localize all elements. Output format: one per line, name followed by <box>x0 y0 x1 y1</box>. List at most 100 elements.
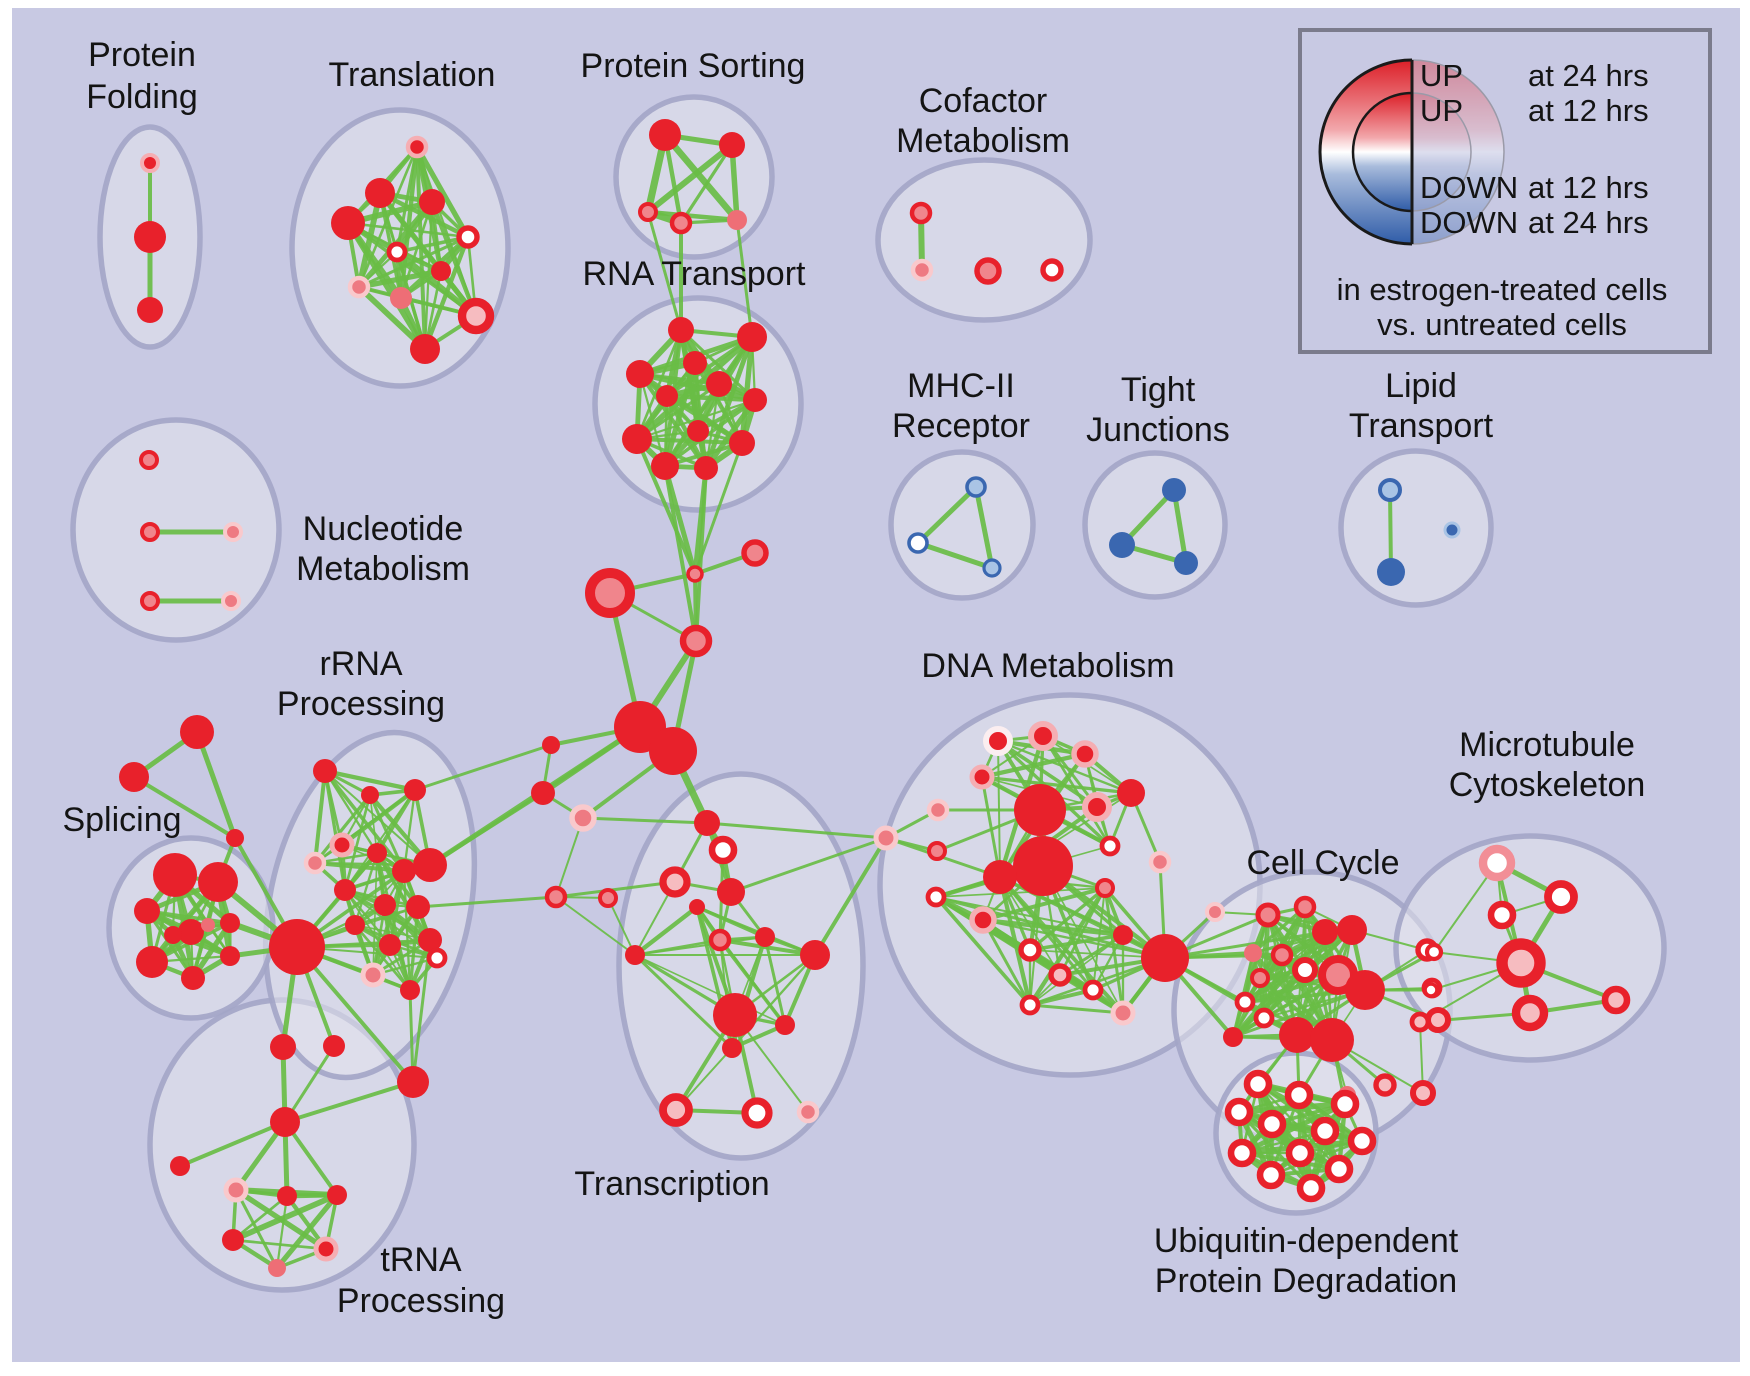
node-rt7[interactable] <box>656 385 678 407</box>
node-m19[interactable] <box>1018 938 1042 962</box>
node-mh2[interactable] <box>907 532 929 554</box>
node-cf1[interactable] <box>909 201 933 225</box>
node-m7[interactable] <box>1082 792 1112 822</box>
node-as1[interactable] <box>180 715 214 749</box>
node-ub10[interactable] <box>1324 1154 1354 1184</box>
node-ps5[interactable] <box>727 210 747 230</box>
node-sp2[interactable] <box>198 862 238 902</box>
node-tr10[interactable] <box>457 297 495 335</box>
node-ps3[interactable] <box>638 202 658 222</box>
node-m13[interactable] <box>1099 835 1121 857</box>
node-m17[interactable] <box>1095 878 1115 898</box>
node-rr11[interactable] <box>406 895 430 919</box>
node-tn2[interactable] <box>277 1186 297 1206</box>
node-lp3[interactable] <box>1443 521 1461 539</box>
node-ub8[interactable] <box>1227 1138 1257 1168</box>
node-m6[interactable] <box>1117 779 1145 807</box>
node-cc9[interactable] <box>1345 970 1385 1010</box>
node-m23[interactable] <box>1110 1000 1136 1026</box>
node-cc6[interactable] <box>1270 943 1294 967</box>
node-nm4[interactable] <box>140 591 160 611</box>
node-m5[interactable] <box>926 798 950 822</box>
node-as2[interactable] <box>119 762 149 792</box>
node-mt4[interactable] <box>1496 938 1546 988</box>
node-lp2[interactable] <box>1377 558 1405 586</box>
node-mt1[interactable] <box>1478 844 1516 882</box>
node-ps1[interactable] <box>649 119 681 151</box>
node-tj3[interactable] <box>1174 551 1198 575</box>
node-cc0[interactable] <box>1205 902 1225 922</box>
node-cc12[interactable] <box>1253 1007 1275 1029</box>
node-b2[interactable] <box>531 781 555 805</box>
node-cc11[interactable] <box>1234 991 1256 1013</box>
node-ub6[interactable] <box>1310 1116 1340 1146</box>
node-nm1[interactable] <box>139 450 159 470</box>
node-cc4[interactable] <box>1337 915 1367 945</box>
node-rr14[interactable] <box>418 928 442 952</box>
node-cf2[interactable] <box>910 258 934 282</box>
node-cc20[interactable] <box>1373 1073 1397 1097</box>
node-rt12[interactable] <box>694 456 718 480</box>
node-m1[interactable] <box>983 726 1013 756</box>
node-cc1[interactable] <box>1255 902 1281 928</box>
node-b3[interactable] <box>569 804 597 832</box>
node-ub11[interactable] <box>1256 1160 1286 1190</box>
node-sp9[interactable] <box>201 918 215 932</box>
node-mt7[interactable] <box>1424 942 1444 962</box>
node-rt10[interactable] <box>729 430 755 456</box>
node-m21[interactable] <box>1082 979 1104 1001</box>
node-rt8[interactable] <box>622 424 652 454</box>
node-m10[interactable] <box>1014 784 1066 836</box>
node-m20[interactable] <box>1048 963 1072 987</box>
node-rt4[interactable] <box>683 351 707 375</box>
node-m15[interactable] <box>925 886 947 908</box>
node-m14[interactable] <box>1148 850 1172 874</box>
node-t8[interactable] <box>689 899 705 915</box>
node-rr13[interactable] <box>379 934 401 956</box>
node-sp3[interactable] <box>134 898 160 924</box>
node-rr6[interactable] <box>367 843 387 863</box>
node-tn4[interactable] <box>222 1229 244 1251</box>
node-cc2[interactable] <box>1293 895 1317 919</box>
node-mt9[interactable] <box>1409 1011 1431 1033</box>
node-cc15[interactable] <box>1223 1027 1243 1047</box>
node-rt1[interactable] <box>668 317 694 343</box>
node-m24[interactable] <box>1141 934 1189 982</box>
node-ub1[interactable] <box>1243 1069 1273 1099</box>
node-tr4[interactable] <box>331 206 365 240</box>
node-nm2[interactable] <box>140 522 160 542</box>
node-t9[interactable] <box>625 945 645 965</box>
node-t6[interactable] <box>708 928 732 952</box>
node-ps2[interactable] <box>719 132 745 158</box>
node-rr1[interactable] <box>313 759 337 783</box>
node-tn3[interactable] <box>327 1185 347 1205</box>
node-cc10[interactable] <box>1250 968 1270 988</box>
node-tj1[interactable] <box>1162 478 1186 502</box>
node-cc7[interactable] <box>1292 957 1318 983</box>
node-rr5[interactable] <box>303 851 327 875</box>
node-cf4[interactable] <box>1040 258 1064 282</box>
node-pf3[interactable] <box>137 297 163 323</box>
node-t4[interactable] <box>717 878 745 906</box>
node-rt2[interactable] <box>737 322 767 352</box>
node-nm5[interactable] <box>221 591 241 611</box>
node-t16[interactable] <box>796 1100 820 1124</box>
node-c4[interactable] <box>679 624 713 658</box>
node-sp6[interactable] <box>136 946 168 978</box>
node-pf2[interactable] <box>134 221 166 253</box>
node-rt9[interactable] <box>687 420 709 442</box>
node-m8[interactable] <box>873 825 899 851</box>
node-m2[interactable] <box>1028 721 1058 751</box>
node-rr15[interactable] <box>426 947 448 969</box>
node-rr10[interactable] <box>374 894 396 916</box>
node-c3[interactable] <box>585 568 635 618</box>
node-tn5[interactable] <box>313 1236 339 1262</box>
node-tr8[interactable] <box>347 275 371 299</box>
node-ub3[interactable] <box>1330 1089 1360 1119</box>
node-rr17[interactable] <box>400 980 420 1000</box>
node-mt3[interactable] <box>1487 900 1517 930</box>
node-ub2[interactable] <box>1284 1080 1314 1110</box>
node-cc19[interactable] <box>1425 1007 1451 1033</box>
node-tn6[interactable] <box>268 1259 286 1277</box>
node-m3[interactable] <box>1071 740 1099 768</box>
